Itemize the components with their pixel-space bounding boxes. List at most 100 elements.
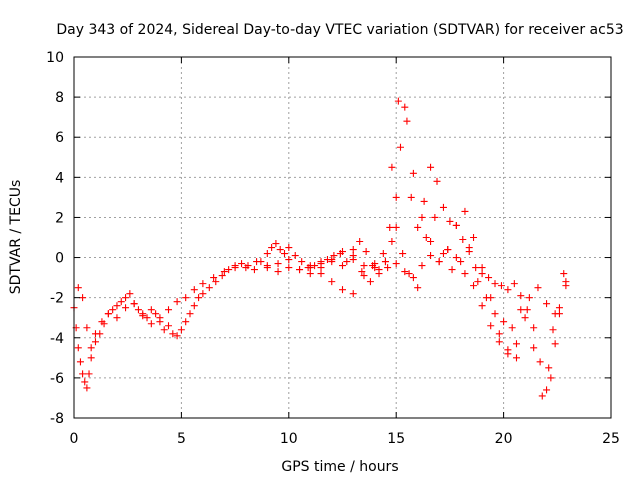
data-point-track-b: [508, 324, 516, 332]
chart-title: Day 343 of 2024, Sidereal Day-to-day VTE…: [56, 22, 623, 38]
y-tick-label: -8: [50, 411, 64, 427]
data-point-track-b: [98, 318, 106, 326]
plot-frame: [73, 56, 612, 419]
data-point-track-d: [401, 268, 409, 276]
data-point-track-b: [220, 268, 228, 276]
data-point-track-c: [409, 169, 417, 177]
data-point-track-a: [485, 274, 493, 282]
data-point-track-b: [231, 262, 239, 270]
x-tick-label: 5: [177, 431, 186, 447]
data-point-track-d: [418, 262, 426, 270]
data-point-track-b: [448, 266, 456, 274]
data-point-track-a: [225, 266, 233, 274]
data-point-track-b: [534, 284, 542, 292]
data-point-track-a: [523, 306, 531, 314]
data-point-track-a: [165, 322, 173, 330]
x-tick-label: 25: [602, 431, 620, 447]
data-point-track-b: [285, 264, 293, 272]
data-point-track-a: [76, 358, 84, 366]
data-point-track-b: [165, 306, 173, 314]
data-point-track-d: [478, 302, 486, 310]
data-point-track-b: [439, 250, 447, 258]
data-point-track-c: [396, 143, 404, 151]
data-point-track-a: [560, 270, 568, 278]
data-point-track-a: [186, 310, 194, 318]
data-point-track-a: [195, 294, 203, 302]
data-point-track-d: [384, 264, 392, 272]
data-point-track-a: [497, 282, 505, 290]
data-point-track-c: [306, 264, 314, 272]
data-point-track-a: [147, 306, 155, 314]
data-point-track-d: [328, 258, 336, 266]
data-point-track-b: [491, 310, 499, 318]
data-point-track-a: [349, 246, 357, 254]
data-point-track-a: [298, 258, 306, 266]
data-point-track-b: [156, 314, 164, 322]
data-point-track-b: [199, 280, 207, 288]
data-point-track-a: [407, 193, 415, 201]
data-point-track-a: [169, 330, 177, 338]
data-point-track-a: [263, 250, 271, 258]
data-point-track-c: [403, 117, 411, 125]
data-point-track-a: [218, 272, 226, 280]
data-point-track-d: [452, 254, 460, 262]
data-point-track-b: [139, 312, 147, 320]
data-point-track-c: [427, 238, 435, 246]
data-point-track-b: [474, 278, 482, 286]
data-point-track-c: [470, 234, 478, 241]
data-point-track-b: [405, 270, 413, 278]
data-point-track-c: [360, 262, 368, 270]
data-point-track-a: [510, 280, 518, 288]
data-points: [70, 97, 570, 400]
data-point-track-a: [160, 326, 168, 334]
data-point-track-d: [375, 270, 383, 278]
data-point-track-a: [356, 238, 364, 246]
data-point-track-a: [134, 306, 142, 314]
data-point-track-b: [457, 258, 465, 266]
data-point-track-b: [562, 282, 570, 290]
data-point-track-a: [109, 306, 117, 314]
data-point-track-c: [392, 193, 400, 201]
data-point-track-d: [409, 274, 417, 282]
data-point-track-a: [143, 314, 151, 322]
x-tick-label: 20: [495, 431, 513, 447]
data-point-track-b: [122, 304, 130, 312]
data-point-track-b: [549, 326, 557, 334]
data-point-track-d: [358, 268, 366, 276]
data-point-track-a: [91, 338, 99, 346]
data-point-track-b: [328, 278, 336, 286]
y-tick-label: -2: [50, 291, 64, 307]
data-point-track-b: [182, 294, 190, 302]
data-point-track-c: [487, 294, 495, 302]
data-point-track-b: [360, 272, 368, 280]
data-point-track-c: [371, 260, 379, 268]
data-point-track-a: [276, 246, 284, 254]
data-point-track-b: [517, 306, 525, 314]
data-point-track-b: [500, 318, 508, 326]
data-point-track-d: [435, 258, 443, 266]
data-point-track-b: [422, 234, 430, 241]
data-point-track-a: [152, 310, 160, 318]
x-tick-label: 15: [387, 431, 405, 447]
data-point-track-b: [349, 290, 357, 298]
data-point-track-b: [339, 286, 346, 294]
data-point-track-b: [87, 344, 95, 352]
data-point-track-d: [512, 354, 520, 362]
x-axis-label: GPS time / hours: [281, 459, 398, 475]
data-point-track-c: [452, 221, 460, 229]
data-point-track-b: [274, 268, 282, 276]
data-point-track-a: [536, 358, 544, 366]
data-point-track-a: [472, 264, 480, 272]
data-point-track-a: [543, 386, 551, 394]
data-point-track-c: [538, 392, 546, 400]
y-tick-label: 8: [55, 90, 64, 106]
data-point-track-b: [392, 223, 400, 231]
data-point-track-c: [418, 213, 426, 221]
data-point-track-b: [113, 314, 121, 322]
data-point-track-a: [343, 258, 351, 266]
data-point-track-b: [210, 274, 218, 282]
data-point-track-a: [83, 384, 91, 392]
data-point-track-a: [190, 302, 198, 310]
data-point-track-b: [147, 320, 155, 328]
data-point-track-a: [446, 217, 454, 225]
